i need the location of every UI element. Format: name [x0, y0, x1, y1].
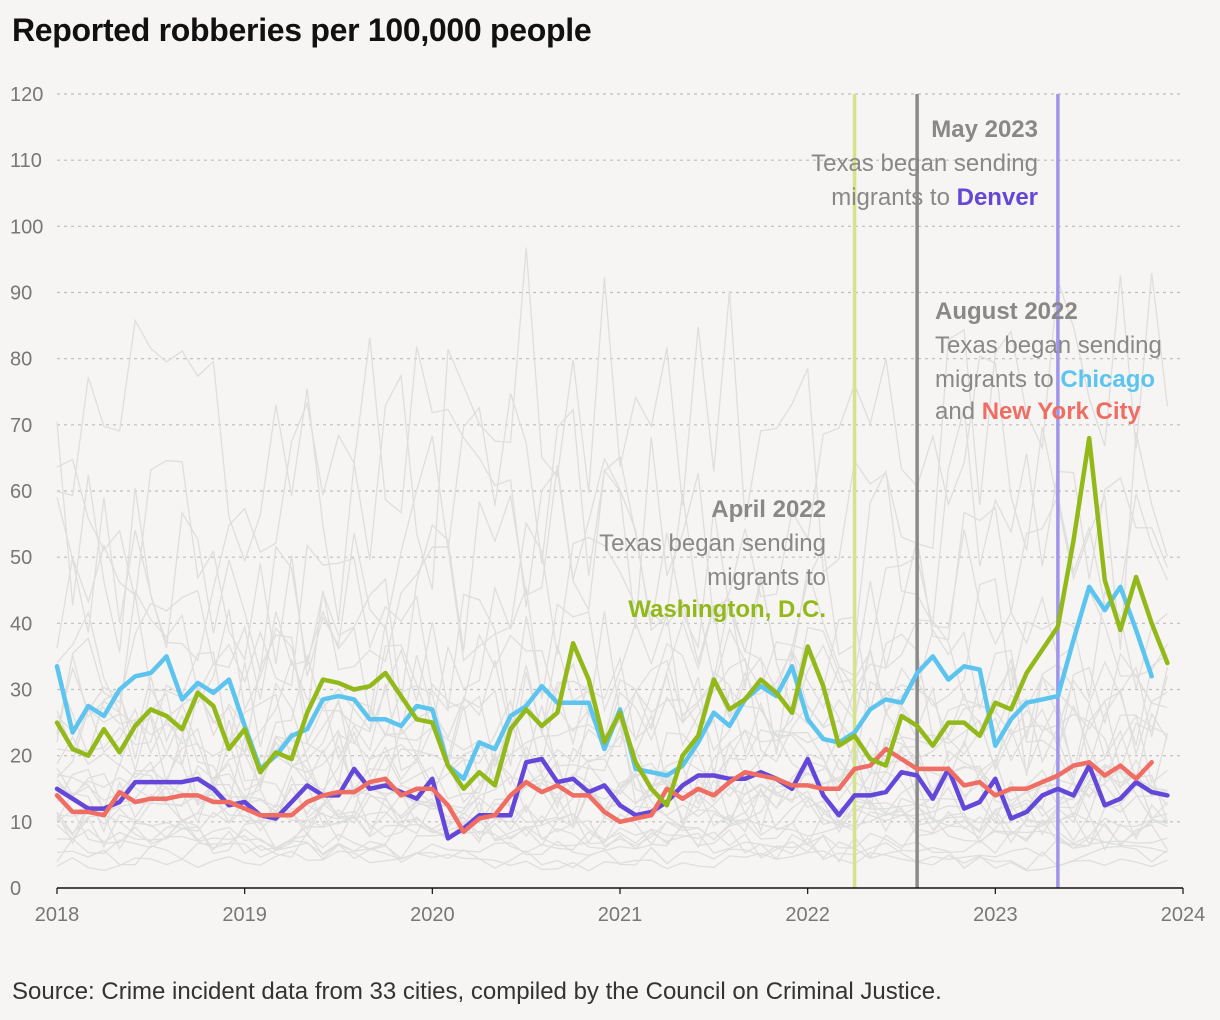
annotation-city-dc: Washington, D.C. [628, 596, 826, 623]
annotation-city-chicago: Chicago [1060, 366, 1155, 393]
y-tick-label: 110 [10, 150, 42, 172]
series-line-washington-d-c- [54, 435, 1170, 808]
annotation-aug-2022-line2-text: migrants to [935, 366, 1054, 393]
y-tick-label: 0 [10, 878, 21, 900]
other-city-line [56, 795, 1168, 851]
other-city-line [56, 753, 1169, 836]
annotation-aug-2022-line3-text: and [935, 398, 975, 425]
annotation-apr-2022-title: April 2022 [711, 496, 826, 523]
annotation-aug-2022-line3: and New York City [935, 398, 1142, 425]
x-tick-label: 2018 [35, 904, 80, 926]
annotation-apr-2022-line2: migrants to [707, 564, 826, 591]
y-tick-label: 120 [10, 84, 43, 106]
annotation-city-denver: Denver [957, 184, 1038, 211]
other-city-line [56, 730, 1168, 821]
other-city-line [56, 821, 1168, 863]
series-line-denver [54, 756, 1170, 841]
x-tick-label: 2020 [410, 904, 455, 926]
other-city-line [56, 457, 1168, 719]
series-line-new-york-city [54, 746, 1154, 835]
y-tick-label: 10 [10, 812, 32, 834]
y-tick-label: 100 [10, 216, 43, 238]
annotation-may-2023-title: May 2023 [931, 116, 1038, 143]
y-tick-label: 50 [10, 547, 32, 569]
annotation-may-2023-line1: Texas began sending [811, 150, 1038, 177]
y-tick-label: 20 [10, 746, 32, 768]
annotation-aug-2022-line2: migrants to Chicago [935, 366, 1155, 393]
other-city-line [56, 831, 1168, 864]
other-city-line [56, 247, 1169, 623]
x-tick-label: 2021 [598, 904, 643, 926]
source-note: Source: Crime incident data from 33 citi… [12, 978, 942, 1005]
annotation-aug-2022-title: August 2022 [935, 298, 1078, 325]
highlighted-series [54, 435, 1170, 841]
x-tick-label: 2019 [222, 904, 267, 926]
y-tick-label: 90 [10, 283, 32, 305]
y-tick-label: 40 [10, 613, 32, 635]
chart-title: Reported robberies per 100,000 people [12, 12, 592, 48]
series-line-chicago [54, 584, 1154, 782]
x-tick-label: 2023 [973, 904, 1018, 926]
y-tick-label: 30 [10, 680, 32, 702]
annotation-city-nyc: New York City [982, 398, 1142, 425]
annotation-may-2023-line2-text: migrants to [831, 184, 950, 211]
other-city-line [56, 337, 1169, 662]
y-tick-label: 60 [10, 481, 32, 503]
other-city-line [56, 802, 1168, 855]
annotation-apr-2022-line1: Texas began sending [599, 530, 826, 557]
other-city-line [56, 811, 1168, 859]
other-city-line [56, 841, 1168, 871]
annotation-may-2023-line2: migrants to Denver [831, 184, 1038, 211]
x-tick-label: 2022 [785, 904, 830, 926]
y-tick-label: 80 [10, 349, 32, 371]
y-tick-label: 70 [10, 415, 32, 437]
axes: 0 10 20 30 40 50 60 70 80 90 100 110 120 2018 2019 2020… [10, 84, 1205, 926]
x-tick-label: 2024 [1161, 904, 1206, 926]
event-lines [852, 94, 1060, 888]
annotation-aug-2022-line1: Texas began sending [935, 332, 1162, 359]
other-city-line [56, 393, 1169, 693]
other-city-line [56, 506, 1168, 720]
